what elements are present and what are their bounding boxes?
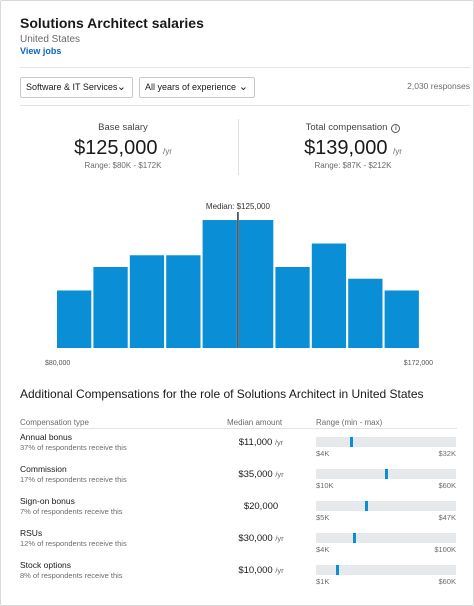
- base-salary-label: Base salary: [98, 122, 148, 133]
- comp-type-name: RSUs: [20, 528, 43, 538]
- range-median-marker: [365, 501, 369, 511]
- range-max: $60K: [438, 481, 456, 490]
- total-comp-value-row: $139,000 /yr: [253, 137, 453, 160]
- comp-median: $30,000 /yr: [221, 533, 301, 544]
- chevron-down-icon: ⌄: [116, 81, 126, 93]
- total-comp-unit: /yr: [393, 147, 402, 156]
- salary-histogram: Median: $125,000 $80,000 $172,000: [45, 202, 433, 367]
- comp-median: $10,000 /yr: [221, 565, 301, 576]
- x-axis-max-label: $172,000: [404, 360, 433, 367]
- responses-count: 2,030 responses: [407, 81, 470, 91]
- chevron-down-icon: ⌄: [238, 81, 248, 93]
- comp-row-annual-bonus: Annual bonus 37% of respondents receive …: [1, 432, 474, 464]
- comp-median: $35,000 /yr: [221, 469, 301, 480]
- range-median-marker: [350, 437, 353, 447]
- location-label: United States: [20, 34, 81, 45]
- column-header-type: Compensation type: [20, 418, 89, 427]
- histogram-bar: [384, 290, 419, 348]
- comp-median-unit: /yr: [275, 470, 284, 479]
- range-max: $100K: [434, 545, 456, 554]
- comp-median: $20,000: [221, 501, 301, 512]
- range-bar: [316, 565, 456, 575]
- comp-median-value: $11,000: [238, 437, 273, 448]
- comp-type-share: 12% of respondents receive this: [20, 539, 127, 548]
- median-label: Median: $125,000: [206, 202, 271, 211]
- x-axis-min-label: $80,000: [45, 360, 70, 367]
- comp-median: $11,000 /yr: [221, 437, 301, 448]
- range-bar: [316, 501, 456, 511]
- comp-type-share: 7% of respondents receive this: [20, 507, 123, 516]
- page-title: Solutions Architect salaries: [20, 15, 204, 31]
- comp-median-value: $20,000: [243, 501, 279, 512]
- filter-bar: Software & IT Services ⌄ All years of ex…: [20, 67, 470, 106]
- range-min: $10K: [316, 481, 334, 490]
- range-bar: [316, 437, 456, 447]
- comp-row-rsus: RSUs 12% of respondents receive this $30…: [1, 528, 474, 560]
- comp-type-name: Annual bonus: [20, 432, 72, 442]
- comp-type-share: 37% of respondents receive this: [20, 443, 127, 452]
- comp-type-share: 8% of respondents receive this: [20, 571, 123, 580]
- total-comp-label: Total compensation: [305, 122, 388, 133]
- divider: [238, 119, 239, 175]
- histogram-bar: [348, 278, 383, 348]
- comp-row-commission: Commission 17% of respondents receive th…: [1, 464, 474, 496]
- comp-row-sign-on-bonus: Sign-on bonus 7% of respondents receive …: [1, 496, 474, 528]
- range-bar: [316, 533, 456, 543]
- column-header-range: Range (min - max): [316, 418, 383, 427]
- view-jobs-link[interactable]: View jobs: [20, 46, 62, 56]
- comp-type-name: Commission: [20, 464, 67, 474]
- range-median-marker: [385, 469, 388, 479]
- range-bar: [316, 469, 456, 479]
- range-median-marker: [336, 565, 339, 575]
- histogram-bar: [275, 267, 310, 348]
- experience-select[interactable]: All years of experience ⌄: [139, 77, 255, 98]
- comp-median-value: $10,000: [238, 565, 273, 576]
- total-comp-label-row: Total compensation i: [253, 122, 453, 133]
- range-max: $32K: [438, 449, 456, 458]
- industry-select-value: Software & IT Services: [26, 82, 118, 92]
- comp-median-unit: /yr: [274, 438, 284, 447]
- range-median-marker: [352, 533, 356, 543]
- total-comp-value: $139,000: [304, 137, 388, 159]
- total-comp-block: Total compensation i $139,000 /yr Range: …: [253, 122, 453, 170]
- comp-type-name: Stock options: [20, 560, 72, 570]
- experience-select-value: All years of experience: [145, 82, 237, 92]
- comp-median-unit: /yr: [275, 534, 284, 543]
- additional-comp-title: Additional Compensations for the role of…: [20, 387, 424, 401]
- industry-select[interactable]: Software & IT Services ⌄: [20, 77, 133, 98]
- range-min: $1K: [316, 577, 330, 586]
- comp-median-unit: /yr: [275, 566, 284, 575]
- base-salary-unit: /yr: [163, 147, 172, 156]
- histogram-bar: [93, 267, 128, 348]
- range-min: $4K: [316, 545, 330, 554]
- comp-median-value: $35,000: [238, 469, 273, 480]
- comp-type-name: Sign-on bonus: [20, 496, 75, 506]
- column-header-median: Median amount: [227, 418, 283, 427]
- range-min: $5K: [316, 513, 330, 522]
- info-icon[interactable]: i: [391, 124, 401, 133]
- histogram-bar: [202, 220, 237, 348]
- comp-row-stock-options: Stock options 8% of respondents receive …: [1, 560, 474, 592]
- histogram-bar: [311, 243, 347, 348]
- base-salary-value: $125,000: [74, 137, 158, 159]
- comp-median-value: $30,000: [238, 533, 273, 544]
- base-salary-block: Base salary $125,000 /yr Range: $80K - $…: [23, 122, 223, 170]
- divider: [20, 428, 457, 429]
- histogram-bar: [166, 255, 201, 348]
- histogram-bar: [57, 290, 92, 348]
- base-salary-value-row: $125,000 /yr: [23, 137, 223, 160]
- total-comp-range: Range: $87K - $212K: [314, 161, 392, 170]
- range-max: $47K: [438, 513, 456, 522]
- base-salary-range: Range: $80K - $172K: [84, 161, 162, 170]
- histogram-bar: [239, 220, 274, 348]
- range-min: $4K: [316, 449, 330, 458]
- range-max: $60K: [438, 577, 456, 586]
- histogram-bar: [129, 255, 165, 348]
- comp-type-share: 17% of respondents receive this: [20, 475, 127, 484]
